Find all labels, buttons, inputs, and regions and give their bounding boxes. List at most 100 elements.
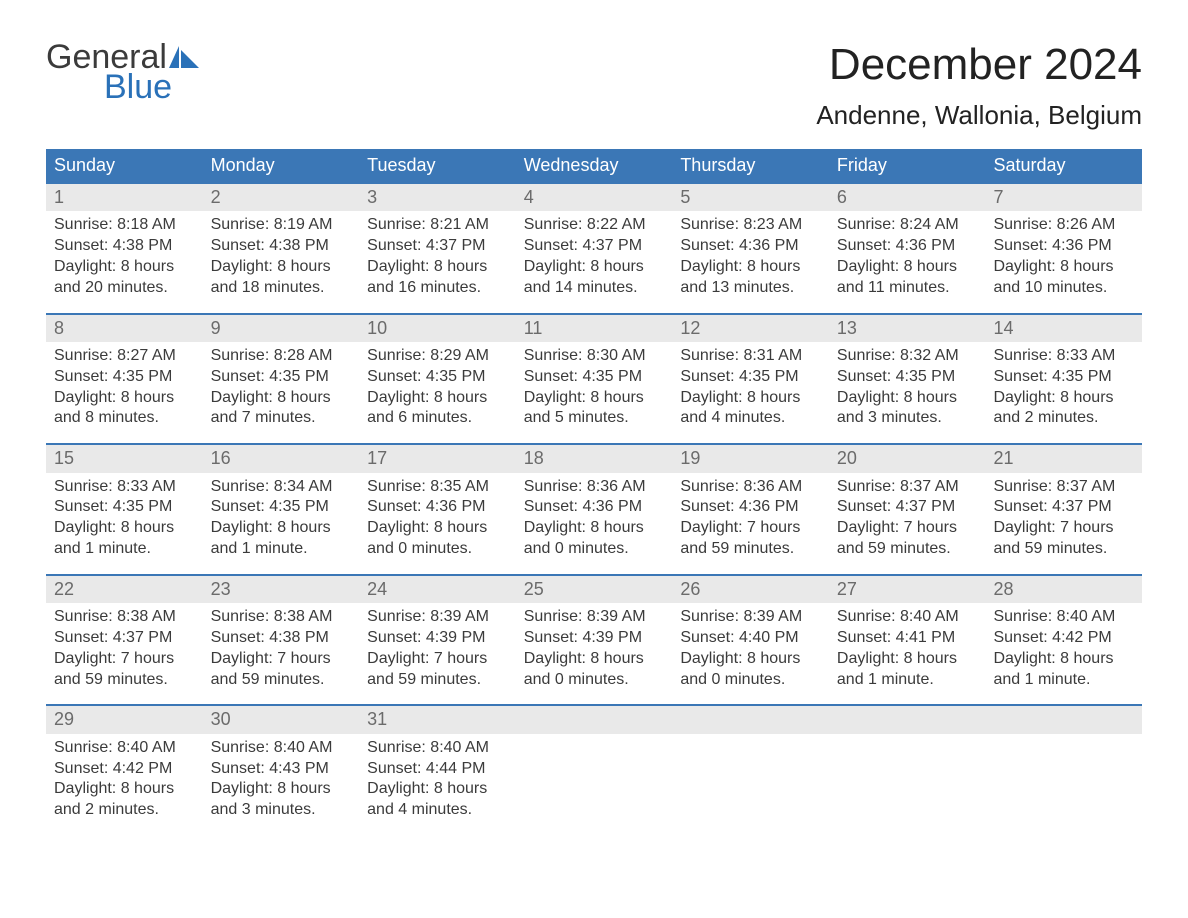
calendar-day: 6Sunrise: 8:24 AMSunset: 4:36 PMDaylight… bbox=[829, 184, 986, 313]
daylight-text-line1: Daylight: 7 hours bbox=[211, 649, 352, 670]
sunset-text: Sunset: 4:42 PM bbox=[993, 628, 1134, 649]
calendar-day: 17Sunrise: 8:35 AMSunset: 4:36 PMDayligh… bbox=[359, 445, 516, 574]
title-month: December 2024 bbox=[816, 40, 1142, 90]
calendar-week: 29Sunrise: 8:40 AMSunset: 4:42 PMDayligh… bbox=[46, 704, 1142, 835]
sunset-text: Sunset: 4:41 PM bbox=[837, 628, 978, 649]
daylight-text-line1: Daylight: 8 hours bbox=[211, 779, 352, 800]
sunrise-text: Sunrise: 8:36 AM bbox=[524, 477, 665, 498]
daylight-text-line1: Daylight: 8 hours bbox=[54, 388, 195, 409]
daylight-text-line2: and 16 minutes. bbox=[367, 278, 508, 299]
calendar-day: 16Sunrise: 8:34 AMSunset: 4:35 PMDayligh… bbox=[203, 445, 360, 574]
calendar-day: 14Sunrise: 8:33 AMSunset: 4:35 PMDayligh… bbox=[985, 315, 1142, 444]
calendar-day: 9Sunrise: 8:28 AMSunset: 4:35 PMDaylight… bbox=[203, 315, 360, 444]
day-body: Sunrise: 8:28 AMSunset: 4:35 PMDaylight:… bbox=[203, 342, 360, 443]
sunset-text: Sunset: 4:37 PM bbox=[837, 497, 978, 518]
day-number: 18 bbox=[516, 445, 673, 472]
day-body bbox=[516, 734, 673, 834]
day-body bbox=[829, 734, 986, 834]
daylight-text-line2: and 3 minutes. bbox=[837, 408, 978, 429]
sunrise-text: Sunrise: 8:40 AM bbox=[837, 607, 978, 628]
daylight-text-line1: Daylight: 8 hours bbox=[524, 388, 665, 409]
day-body: Sunrise: 8:19 AMSunset: 4:38 PMDaylight:… bbox=[203, 211, 360, 312]
calendar-day bbox=[829, 706, 986, 835]
calendar-day: 28Sunrise: 8:40 AMSunset: 4:42 PMDayligh… bbox=[985, 576, 1142, 705]
day-number: 30 bbox=[203, 706, 360, 733]
daylight-text-line2: and 0 minutes. bbox=[524, 670, 665, 691]
daylight-text-line1: Daylight: 8 hours bbox=[680, 257, 821, 278]
daylight-text-line1: Daylight: 8 hours bbox=[837, 257, 978, 278]
flag-icon bbox=[169, 46, 199, 68]
sunrise-text: Sunrise: 8:18 AM bbox=[54, 215, 195, 236]
calendar-day: 24Sunrise: 8:39 AMSunset: 4:39 PMDayligh… bbox=[359, 576, 516, 705]
sunrise-text: Sunrise: 8:32 AM bbox=[837, 346, 978, 367]
sunset-text: Sunset: 4:36 PM bbox=[524, 497, 665, 518]
day-number: 27 bbox=[829, 576, 986, 603]
day-number: 11 bbox=[516, 315, 673, 342]
sunset-text: Sunset: 4:37 PM bbox=[54, 628, 195, 649]
day-number bbox=[985, 706, 1142, 733]
sunrise-text: Sunrise: 8:31 AM bbox=[680, 346, 821, 367]
day-number: 31 bbox=[359, 706, 516, 733]
day-number: 4 bbox=[516, 184, 673, 211]
calendar-day: 15Sunrise: 8:33 AMSunset: 4:35 PMDayligh… bbox=[46, 445, 203, 574]
sunrise-text: Sunrise: 8:37 AM bbox=[993, 477, 1134, 498]
calendar-day: 22Sunrise: 8:38 AMSunset: 4:37 PMDayligh… bbox=[46, 576, 203, 705]
day-body: Sunrise: 8:35 AMSunset: 4:36 PMDaylight:… bbox=[359, 473, 516, 574]
sunrise-text: Sunrise: 8:19 AM bbox=[211, 215, 352, 236]
daylight-text-line2: and 14 minutes. bbox=[524, 278, 665, 299]
day-number: 6 bbox=[829, 184, 986, 211]
day-number: 21 bbox=[985, 445, 1142, 472]
weekday-header-row: Sunday Monday Tuesday Wednesday Thursday… bbox=[46, 149, 1142, 182]
daylight-text-line2: and 59 minutes. bbox=[993, 539, 1134, 560]
sunset-text: Sunset: 4:39 PM bbox=[524, 628, 665, 649]
sunrise-text: Sunrise: 8:27 AM bbox=[54, 346, 195, 367]
calendar-day: 13Sunrise: 8:32 AMSunset: 4:35 PMDayligh… bbox=[829, 315, 986, 444]
daylight-text-line2: and 1 minute. bbox=[211, 539, 352, 560]
daylight-text-line2: and 18 minutes. bbox=[211, 278, 352, 299]
day-number: 28 bbox=[985, 576, 1142, 603]
sunrise-text: Sunrise: 8:35 AM bbox=[367, 477, 508, 498]
day-number bbox=[672, 706, 829, 733]
daylight-text-line1: Daylight: 7 hours bbox=[367, 649, 508, 670]
weekday-header: Thursday bbox=[672, 149, 829, 182]
weekday-header: Saturday bbox=[985, 149, 1142, 182]
calendar-week: 1Sunrise: 8:18 AMSunset: 4:38 PMDaylight… bbox=[46, 182, 1142, 313]
daylight-text-line2: and 4 minutes. bbox=[680, 408, 821, 429]
sunset-text: Sunset: 4:35 PM bbox=[993, 367, 1134, 388]
title-block: December 2024 Andenne, Wallonia, Belgium bbox=[816, 40, 1142, 131]
sunrise-text: Sunrise: 8:36 AM bbox=[680, 477, 821, 498]
calendar-day: 3Sunrise: 8:21 AMSunset: 4:37 PMDaylight… bbox=[359, 184, 516, 313]
sunrise-text: Sunrise: 8:40 AM bbox=[211, 738, 352, 759]
day-body: Sunrise: 8:38 AMSunset: 4:37 PMDaylight:… bbox=[46, 603, 203, 704]
calendar-day: 29Sunrise: 8:40 AMSunset: 4:42 PMDayligh… bbox=[46, 706, 203, 835]
sunrise-text: Sunrise: 8:33 AM bbox=[993, 346, 1134, 367]
sunset-text: Sunset: 4:36 PM bbox=[993, 236, 1134, 257]
sunrise-text: Sunrise: 8:40 AM bbox=[993, 607, 1134, 628]
day-number: 25 bbox=[516, 576, 673, 603]
daylight-text-line2: and 59 minutes. bbox=[54, 670, 195, 691]
daylight-text-line1: Daylight: 8 hours bbox=[54, 257, 195, 278]
sunset-text: Sunset: 4:44 PM bbox=[367, 759, 508, 780]
daylight-text-line1: Daylight: 8 hours bbox=[211, 257, 352, 278]
day-number: 13 bbox=[829, 315, 986, 342]
calendar-day: 20Sunrise: 8:37 AMSunset: 4:37 PMDayligh… bbox=[829, 445, 986, 574]
sunrise-text: Sunrise: 8:38 AM bbox=[54, 607, 195, 628]
day-number: 16 bbox=[203, 445, 360, 472]
sunrise-text: Sunrise: 8:23 AM bbox=[680, 215, 821, 236]
daylight-text-line2: and 8 minutes. bbox=[54, 408, 195, 429]
calendar-day: 8Sunrise: 8:27 AMSunset: 4:35 PMDaylight… bbox=[46, 315, 203, 444]
daylight-text-line2: and 2 minutes. bbox=[54, 800, 195, 821]
calendar-day: 7Sunrise: 8:26 AMSunset: 4:36 PMDaylight… bbox=[985, 184, 1142, 313]
daylight-text-line1: Daylight: 8 hours bbox=[524, 649, 665, 670]
day-number: 15 bbox=[46, 445, 203, 472]
day-body: Sunrise: 8:36 AMSunset: 4:36 PMDaylight:… bbox=[516, 473, 673, 574]
sunset-text: Sunset: 4:37 PM bbox=[524, 236, 665, 257]
daylight-text-line1: Daylight: 8 hours bbox=[993, 257, 1134, 278]
daylight-text-line2: and 59 minutes. bbox=[367, 670, 508, 691]
sunset-text: Sunset: 4:39 PM bbox=[367, 628, 508, 649]
day-body: Sunrise: 8:32 AMSunset: 4:35 PMDaylight:… bbox=[829, 342, 986, 443]
day-number: 23 bbox=[203, 576, 360, 603]
daylight-text-line1: Daylight: 8 hours bbox=[367, 518, 508, 539]
sunrise-text: Sunrise: 8:33 AM bbox=[54, 477, 195, 498]
day-body: Sunrise: 8:40 AMSunset: 4:43 PMDaylight:… bbox=[203, 734, 360, 835]
